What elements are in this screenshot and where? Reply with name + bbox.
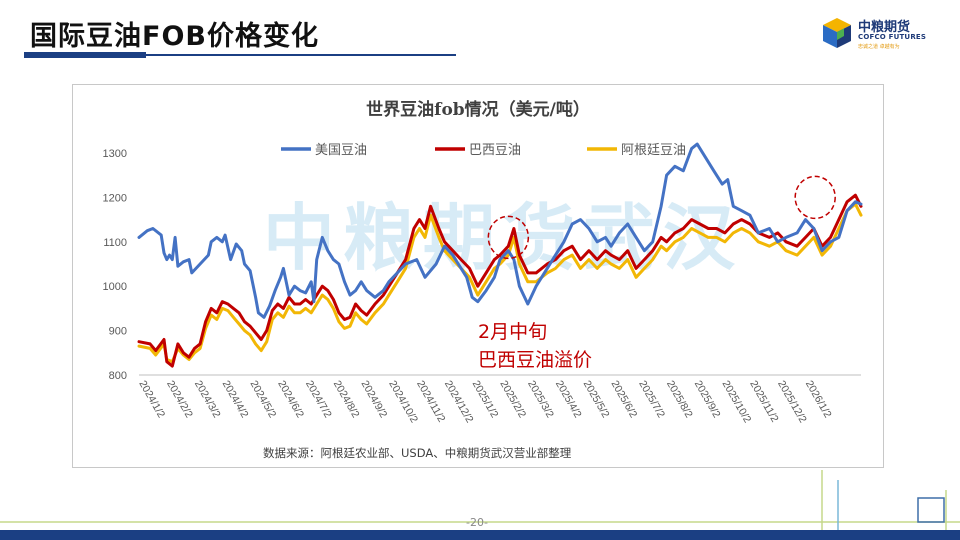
legend-label-0: 美国豆油 — [315, 143, 367, 158]
logo-name-en: COFCO FUTURES — [858, 33, 927, 41]
series-line-1 — [137, 193, 863, 368]
legend-label-2: 阿根廷豆油 — [621, 143, 686, 158]
series-line-0 — [137, 142, 863, 319]
highlight-circle-1 — [794, 175, 836, 220]
highlight-circle-0 — [487, 215, 530, 260]
legend-label-1: 巴西豆油 — [469, 143, 521, 158]
page-number: -20- — [466, 516, 488, 529]
cofco-futures-logo: 中粮期货 COFCO FUTURES 忠诚之道 卓越有为 — [820, 14, 940, 54]
chart-frame: 中粮期货武汉 世界豆油fob情况（美元/吨） 800 900 1000 1100 1200 1… — [72, 84, 884, 468]
y-tick-label: 1200 — [103, 192, 127, 204]
title-underline-thick — [24, 52, 146, 58]
page-title: 国际豆油FOB价格变化 — [30, 21, 319, 52]
y-tick-label: 1100 — [103, 237, 127, 249]
y-tick-label: 1300 — [103, 148, 127, 160]
bottom-bar — [0, 530, 960, 540]
y-tick-label: 900 — [109, 326, 127, 338]
soybean-oil-fob-chart: 中粮期货武汉世界豆油fob情况（美元/吨）8009001000110012001… — [103, 99, 863, 460]
title-underline-thin — [146, 54, 456, 56]
annotation-brazil-premium: 2月中旬 巴西豆油溢价 — [478, 318, 592, 374]
chart-source: 数据来源：阿根廷农业部、USDA、中粮期货武汉营业部整理 — [263, 446, 572, 460]
annotation-line-2: 巴西豆油溢价 — [478, 349, 593, 371]
annotation-line-1: 2月中旬 — [478, 321, 548, 343]
chart-title: 世界豆油fob情况（美元/吨） — [366, 99, 590, 120]
y-tick-label: 1000 — [103, 281, 127, 293]
logo-tagline: 忠诚之道 卓越有为 — [858, 44, 900, 50]
cofco-cube-icon — [823, 18, 851, 48]
series-line-2 — [137, 202, 863, 364]
y-tick-label: 800 — [109, 370, 127, 382]
logo-name-cn: 中粮期货 — [858, 20, 911, 35]
